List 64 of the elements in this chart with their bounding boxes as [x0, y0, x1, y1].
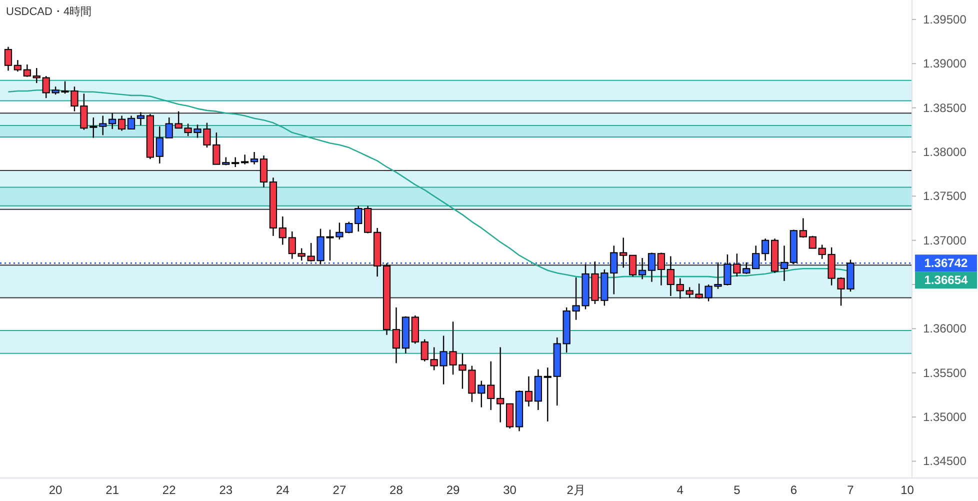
- candlestick: [108, 112, 116, 130]
- x-tick-label: 5: [734, 483, 741, 497]
- y-tick-label: 1.37500: [923, 189, 967, 204]
- candlestick: [99, 115, 107, 136]
- candlestick: [4, 46, 12, 72]
- candlestick: [232, 156, 240, 168]
- candlestick: [241, 154, 249, 165]
- x-tick-label: 10: [900, 483, 914, 497]
- candlestick: [629, 254, 637, 278]
- candlestick: [250, 151, 258, 165]
- x-tick-label: 24: [276, 483, 290, 497]
- candlestick: [686, 286, 694, 298]
- candlestick: [420, 338, 428, 362]
- candlestick: [278, 216, 286, 246]
- candlestick: [392, 306, 400, 364]
- candlestick: [666, 256, 674, 297]
- x-tick-label: 27: [332, 483, 346, 497]
- candlestick: [260, 154, 268, 188]
- y-tick-label: 1.36000: [923, 322, 967, 336]
- text: USDCAD・4時間: [6, 5, 92, 18]
- candlestick: [165, 116, 173, 138]
- x-tick-label: 6: [790, 483, 798, 497]
- candlestick: [127, 115, 136, 130]
- x-tick-label: 28: [390, 483, 404, 497]
- candlestick: [808, 235, 816, 249]
- x-tick-label: 23: [219, 483, 233, 497]
- candlestick: [496, 346, 504, 423]
- candlestick: [799, 218, 807, 238]
- y-tick-label: 1.39500: [923, 12, 967, 26]
- x-tick-label: 21: [106, 483, 120, 497]
- candlestick: [23, 64, 31, 78]
- x-tick-label: 20: [48, 483, 63, 497]
- y-tick-label: 1.38000: [923, 144, 967, 159]
- candlestick: [118, 115, 126, 132]
- candlestick: [676, 278, 684, 300]
- y-tick-label: 1.35000: [923, 410, 967, 424]
- x-tick-label: 2月: [566, 483, 586, 497]
- y-tick-label: 1.38500: [923, 100, 967, 115]
- candlestick: [487, 360, 495, 411]
- candlestick: [762, 238, 770, 262]
- candlestick: [14, 59, 22, 72]
- y-tick-label: 1.35500: [923, 366, 967, 380]
- candlestick: [524, 376, 533, 408]
- y-tick-label: 1.39000: [923, 56, 967, 71]
- candlestick: [657, 252, 666, 286]
- candlestick: [354, 205, 362, 232]
- candlestick: [136, 112, 145, 126]
- candlestick: [32, 67, 40, 84]
- x-tick-label: 22: [162, 483, 176, 497]
- y-tick-label: 1.34500: [923, 454, 967, 468]
- x-tick-label: 29: [446, 483, 460, 497]
- x-tick-label: 7: [847, 483, 854, 497]
- x-tick-label: 4: [676, 483, 684, 497]
- price-label: 1.36654: [924, 273, 968, 288]
- candlestick: [620, 237, 628, 268]
- x-tick-label: 30: [503, 483, 517, 497]
- candlestick: [364, 205, 372, 234]
- price-label: 1.36742: [924, 256, 968, 270]
- candlestick: [506, 403, 514, 430]
- candlestick: [288, 230, 296, 260]
- candlestick: [298, 248, 306, 262]
- candlestick: [156, 126, 164, 164]
- y-tick-label: 1.37000: [923, 233, 967, 248]
- candlestick: [544, 366, 552, 422]
